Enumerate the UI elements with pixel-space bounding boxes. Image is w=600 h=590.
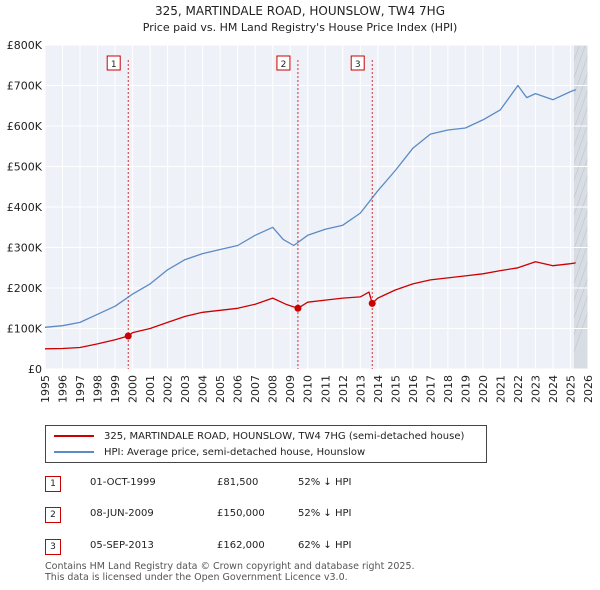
sale-hpi-diff: 52% ↓ HPI	[298, 477, 352, 488]
sale-point	[294, 304, 302, 312]
x-tick-label: 2001	[144, 375, 157, 403]
x-tick-label: 2016	[407, 375, 420, 403]
sale-number-badge: 1	[45, 476, 61, 492]
x-tick-label: 1995	[39, 375, 52, 403]
x-tick-label: 2013	[354, 375, 367, 403]
forecast-hatch	[573, 293, 589, 336]
sale-row: 1 01-OCT-1999 £81,500 52% ↓ HPI	[45, 472, 385, 496]
legend-item-hpi: HPI: Average price, semi-detached house,…	[54, 444, 365, 460]
sale-marker-box	[106, 55, 121, 71]
x-tick-label: 2018	[442, 375, 455, 403]
sale-price: £162,000	[217, 540, 265, 551]
x-tick-label: 2019	[459, 375, 472, 403]
sale-hpi-diff: 52% ↓ HPI	[298, 508, 352, 519]
chart-title: 325, MARTINDALE ROAD, HOUNSLOW, TW4 7HG	[155, 4, 445, 18]
chart-subtitle: Price paid vs. HM Land Registry's House …	[143, 21, 458, 34]
y-tick-label: £400K	[7, 201, 43, 214]
legend-swatch-property	[54, 435, 94, 437]
x-tick-label: 2015	[389, 375, 402, 403]
x-tick-label: 2022	[512, 375, 525, 403]
x-tick-label: 2007	[249, 375, 262, 403]
x-tick-label: 2020	[477, 375, 490, 403]
x-tick-label: 2021	[494, 375, 507, 403]
x-tick-label: 2026	[582, 375, 595, 403]
y-tick-label: £700K	[7, 80, 43, 93]
x-tick-label: 1998	[92, 375, 105, 403]
footer-copyright: Contains HM Land Registry data © Crown c…	[45, 561, 415, 572]
sale-date: 08-JUN-2009	[90, 508, 154, 519]
sale-row: 3 05-SEP-2013 £162,000 62% ↓ HPI	[45, 535, 385, 559]
forecast-hatch	[573, 310, 589, 353]
sale-marker-box	[350, 55, 365, 71]
footer-licence: This data is licensed under the Open Gov…	[45, 572, 348, 583]
x-tick-label: 2011	[319, 375, 332, 403]
sale-marker-box	[276, 55, 291, 71]
y-tick-label: £500K	[7, 161, 43, 174]
x-tick-label: 2003	[179, 375, 192, 403]
legend-label-hpi: HPI: Average price, semi-detached house,…	[104, 446, 366, 458]
sale-marker-label: 2	[281, 60, 287, 70]
x-tick-label: 1997	[74, 375, 87, 403]
sale-point	[368, 299, 376, 307]
price-chart: 325, MARTINDALE ROAD, HOUNSLOW, TW4 7HG …	[7, 4, 595, 403]
x-tick-label: 2004	[197, 375, 210, 403]
sale-row: 2 08-JUN-2009 £150,000 52% ↓ HPI	[45, 503, 385, 527]
footer: Contains HM Land Registry data © Crown c…	[45, 561, 415, 583]
y-tick-label: £300K	[7, 242, 43, 255]
x-tick-label: 2017	[424, 375, 437, 403]
x-tick-label: 2002	[162, 375, 175, 403]
property-price-line	[44, 261, 576, 350]
x-tick-label: 2009	[284, 375, 297, 403]
sale-date: 05-SEP-2013	[90, 540, 154, 551]
x-tick-label: 2010	[302, 375, 315, 403]
x-tick-label: 2014	[372, 375, 385, 403]
sale-price: £150,000	[217, 508, 265, 519]
y-tick-label: £100K	[7, 323, 43, 336]
sale-price: £81,500	[217, 477, 259, 488]
hpi-line	[44, 84, 576, 328]
sale-date: 01-OCT-1999	[90, 477, 156, 488]
x-tick-label: 1999	[109, 375, 122, 403]
legend-item-property: 325, MARTINDALE ROAD, HOUNSLOW, TW4 7HG …	[54, 428, 464, 444]
x-tick-label: 2008	[267, 375, 280, 403]
y-tick-label: £600K	[7, 120, 43, 133]
sale-number-badge: 3	[45, 539, 61, 555]
forecast-hatch	[573, 70, 589, 113]
x-tick-label: 2024	[547, 375, 560, 403]
y-tick-label: £200K	[7, 282, 43, 295]
sale-number-badge: 2	[45, 507, 61, 523]
x-tick-label: 2005	[214, 375, 227, 403]
y-tick-label: £0	[28, 363, 42, 376]
legend: 325, MARTINDALE ROAD, HOUNSLOW, TW4 7HG …	[45, 425, 487, 463]
x-tick-label: 2023	[529, 375, 542, 403]
forecast-hatch	[573, 88, 589, 130]
x-tick-label: 2012	[337, 375, 350, 403]
x-tick-label: 1996	[57, 375, 70, 403]
sale-marker-label: 3	[355, 60, 361, 70]
sale-marker-label: 1	[111, 60, 117, 70]
x-tick-label: 2000	[127, 375, 140, 403]
sale-point	[124, 332, 132, 340]
x-tick-label: 2006	[232, 375, 245, 403]
y-tick-label: £800K	[7, 39, 43, 52]
sale-hpi-diff: 62% ↓ HPI	[298, 540, 352, 551]
forecast-hatch	[573, 276, 589, 319]
legend-label-property: 325, MARTINDALE ROAD, HOUNSLOW, TW4 7HG …	[104, 430, 465, 442]
x-tick-label: 2025	[564, 375, 577, 403]
legend-swatch-hpi	[54, 451, 94, 453]
